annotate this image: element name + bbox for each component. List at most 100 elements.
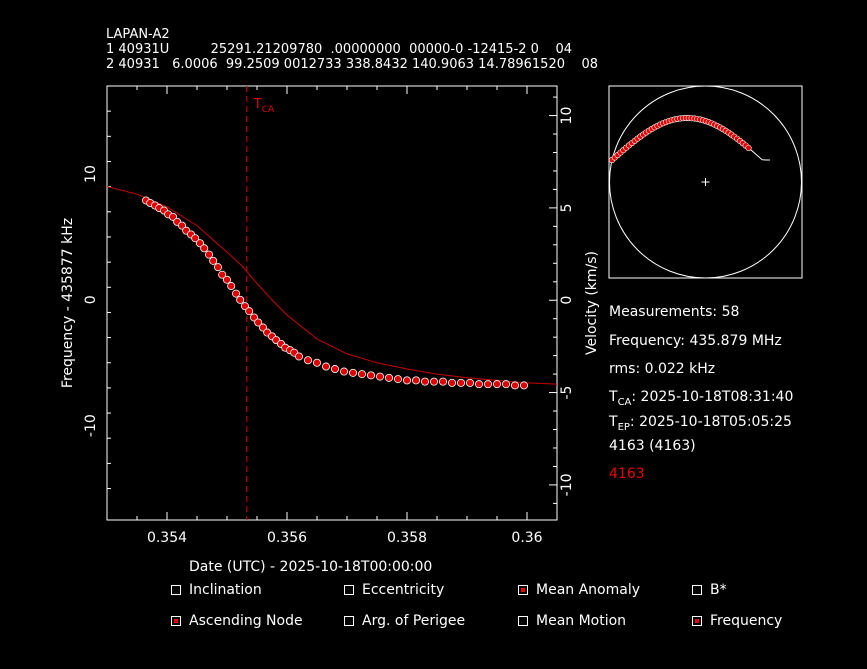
measurement-point xyxy=(339,367,348,376)
y2-tick-label: 10 xyxy=(559,107,575,125)
x-tick-label: 0.354 xyxy=(147,530,187,546)
measurement-point xyxy=(231,289,240,298)
y-axis-label: Frequency - 435877 kHz xyxy=(60,218,76,388)
measurement-point xyxy=(294,352,303,361)
option-label: Mean Anomaly xyxy=(536,582,641,598)
measurement-point xyxy=(447,378,456,387)
track-point xyxy=(745,144,752,152)
info-site: 4163 (4163) xyxy=(609,438,696,454)
measurement-point xyxy=(254,318,263,327)
info-rms: rms: 0.022 kHz xyxy=(609,361,716,377)
checkbox[interactable] xyxy=(171,585,181,595)
measurement-point xyxy=(429,377,438,386)
measurement-point xyxy=(303,356,312,365)
horizon-circle xyxy=(609,85,802,279)
option-label: Frequency xyxy=(710,613,783,629)
model-curve xyxy=(107,186,557,385)
x-tick-label: 0.356 xyxy=(267,530,307,546)
option-label: Inclination xyxy=(189,582,262,598)
plot-frame xyxy=(106,85,558,521)
measurement-point xyxy=(465,378,474,387)
tle-line2: 2 40931 6.0006 99.2509 0012733 338.8432 … xyxy=(106,57,599,72)
measurement-point xyxy=(236,295,245,304)
measurement-point xyxy=(357,370,366,379)
info-frequency: Frequency: 435.879 MHz xyxy=(609,333,782,349)
option-inclination[interactable]: Inclination xyxy=(171,582,262,598)
y-tick-label: -10 xyxy=(83,414,99,437)
x-tick-label: 0.358 xyxy=(387,530,427,546)
y2-tick-label: -10 xyxy=(559,473,575,496)
checkbox[interactable] xyxy=(518,585,528,595)
measurement-point xyxy=(474,380,483,389)
y2-tick-label: 0 xyxy=(559,296,575,305)
measurement-point xyxy=(227,282,236,291)
measurement-point xyxy=(200,244,209,253)
tle-name: LAPAN-A2 xyxy=(106,27,170,42)
option-label: Mean Motion xyxy=(536,613,627,629)
measurement-point xyxy=(209,256,218,265)
info-tca: TCA: 2025-10-18T08:31:40 xyxy=(609,389,794,408)
checkbox[interactable] xyxy=(344,616,354,626)
checkbox[interactable] xyxy=(344,585,354,595)
measurement-point xyxy=(312,358,321,367)
measurement-point xyxy=(330,365,339,374)
y2-tick-label: 5 xyxy=(559,203,575,212)
checkbox[interactable] xyxy=(692,585,702,595)
measurement-point xyxy=(438,377,447,386)
option-label: Eccentricity xyxy=(362,582,445,598)
measurement-point xyxy=(240,302,249,311)
measurement-point xyxy=(384,373,393,382)
option-arg-of-perigee[interactable]: Arg. of Perigee xyxy=(344,613,465,629)
y-tick-label: 10 xyxy=(83,165,99,183)
checkbox[interactable] xyxy=(692,616,702,626)
measurement-point xyxy=(348,368,357,377)
y2-axis-label: Velocity (km/s) xyxy=(584,251,600,355)
measurement-point xyxy=(501,380,510,389)
y2-tick-label: -5 xyxy=(559,386,575,400)
measurement-point xyxy=(191,234,200,243)
measurement-point xyxy=(213,263,222,272)
measurement-point xyxy=(195,239,204,248)
option-frequency[interactable]: Frequency xyxy=(692,613,782,629)
tca-label: TCA xyxy=(253,97,275,115)
measurement-point xyxy=(375,372,384,381)
option-label: Ascending Node xyxy=(189,613,303,629)
info-measurements: Measurements: 58 xyxy=(609,304,740,320)
option-eccentricity[interactable]: Eccentricity xyxy=(344,582,444,598)
measurement-point xyxy=(366,371,375,380)
measurement-point xyxy=(177,221,186,230)
checkbox[interactable] xyxy=(171,616,181,626)
measurement-point xyxy=(249,313,258,322)
measurement-point xyxy=(393,375,402,384)
measurement-point xyxy=(204,250,213,259)
measurement-point xyxy=(218,270,227,279)
measurement-point xyxy=(258,323,267,332)
measurement-point xyxy=(402,376,411,385)
measurement-point xyxy=(483,380,492,389)
measurement-point xyxy=(520,381,529,390)
measurement-point xyxy=(510,381,519,390)
option-mean-anomaly[interactable]: Mean Anomaly xyxy=(518,582,640,598)
measurement-point xyxy=(321,362,330,371)
measurement-point xyxy=(222,275,231,284)
measurement-point xyxy=(420,377,429,386)
x-axis-label: Date (UTC) - 2025-10-18T00:00:00 xyxy=(189,559,432,575)
tle-line1: 1 40931U 25291.21209780 .00000000 00000-… xyxy=(106,42,573,57)
y-tick-label: 0 xyxy=(83,295,99,304)
option-label: B* xyxy=(710,582,727,598)
measurement-point xyxy=(456,378,465,387)
measurement-point xyxy=(411,376,420,385)
x-tick-label: 0.36 xyxy=(511,530,542,546)
measurement-point xyxy=(492,380,501,389)
measurement-point xyxy=(168,212,177,221)
checkbox[interactable] xyxy=(518,616,528,626)
info-site-red: 4163 xyxy=(609,466,645,482)
option-label: Arg. of Perigee xyxy=(362,613,466,629)
option-b[interactable]: B* xyxy=(692,582,727,598)
plot-area xyxy=(107,86,557,520)
measurement-point xyxy=(245,307,254,316)
option-mean-motion[interactable]: Mean Motion xyxy=(518,613,626,629)
info-tep: TEP: 2025-10-18T05:05:25 xyxy=(609,414,792,433)
option-ascending-node[interactable]: Ascending Node xyxy=(171,613,303,629)
